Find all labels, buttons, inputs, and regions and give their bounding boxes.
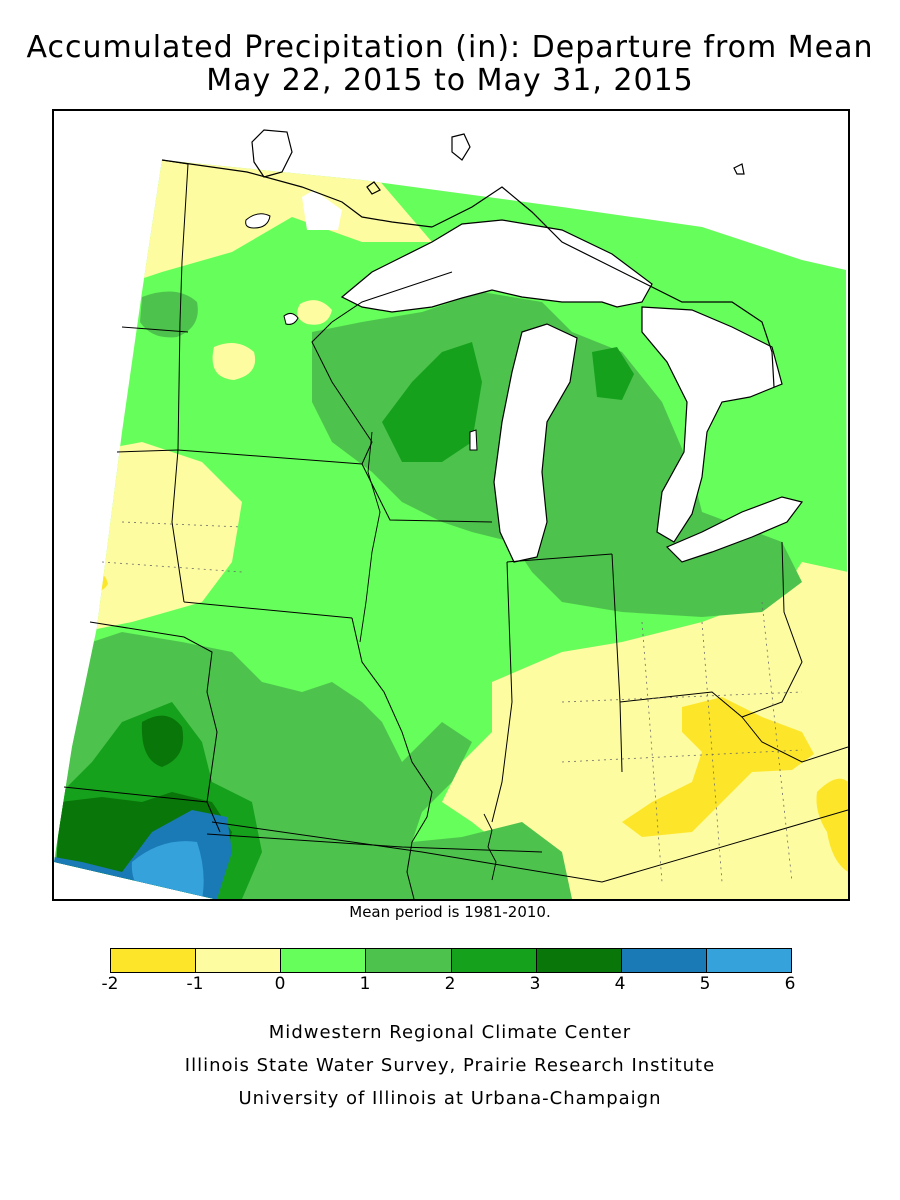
legend-swatch bbox=[621, 949, 707, 972]
legend-tick-label: 5 bbox=[699, 974, 711, 994]
legend-swatch bbox=[706, 949, 791, 972]
canada-shoreline bbox=[161, 129, 775, 388]
north-shore-land-gap bbox=[302, 190, 342, 230]
lake-winnebago bbox=[469, 429, 478, 451]
county-lines bbox=[101, 521, 803, 883]
credit-line: Midwestern Regional Climate Center bbox=[268, 1022, 632, 1043]
band-2-to-3 bbox=[382, 342, 482, 462]
band-neg1-to-0 bbox=[122, 160, 432, 282]
band-neg1-to-0 bbox=[212, 343, 256, 380]
lake-of-the-woods bbox=[245, 213, 271, 229]
precipitation-departure-map bbox=[54, 129, 848, 899]
lake-michigan bbox=[493, 323, 578, 563]
legend-tick-label: 2 bbox=[444, 974, 456, 994]
legend-tick-label: 3 bbox=[529, 974, 541, 994]
legend-tick-label: 1 bbox=[359, 974, 371, 994]
color-legend bbox=[110, 948, 792, 973]
map-date-range: May 22, 2015 to May 31, 2015 bbox=[206, 63, 694, 98]
legend-tick-label: 0 bbox=[274, 974, 286, 994]
small-lake bbox=[283, 312, 299, 325]
band-1-to-2 bbox=[140, 291, 198, 338]
map-frame bbox=[52, 109, 850, 901]
credit-line: University of Illinois at Urbana-Champai… bbox=[238, 1088, 662, 1109]
legend-tick-label: 4 bbox=[614, 974, 626, 994]
legend-tick-label: -1 bbox=[186, 974, 204, 994]
lake-erie bbox=[665, 496, 804, 563]
rivers bbox=[359, 431, 497, 881]
legend-tick-label: -2 bbox=[101, 974, 119, 994]
band-neg1-to-0 bbox=[297, 300, 332, 325]
lake-huron bbox=[641, 306, 783, 543]
credit-line: Illinois State Water Survey, Prairie Res… bbox=[184, 1055, 716, 1076]
legend-swatch bbox=[451, 949, 537, 972]
legend-swatch bbox=[111, 949, 197, 972]
legend-tick-label: 6 bbox=[784, 974, 796, 994]
legend-swatch bbox=[536, 949, 622, 972]
state-borders bbox=[63, 159, 848, 899]
legend-swatch bbox=[196, 949, 282, 972]
precip-fill bbox=[54, 160, 848, 899]
band-neg2-to-neg1 bbox=[622, 697, 814, 837]
legend-swatch bbox=[281, 949, 367, 972]
lake-superior bbox=[340, 219, 653, 313]
band-neg2-to-neg1 bbox=[816, 778, 848, 872]
map-title: Accumulated Precipitation (in): Departur… bbox=[26, 30, 874, 65]
band-2-to-3 bbox=[592, 347, 634, 400]
band-neg1-to-0 bbox=[442, 562, 848, 899]
band-3-to-4 bbox=[141, 715, 184, 767]
mean-period-note: Mean period is 1981-2010. bbox=[349, 903, 551, 921]
legend-swatch bbox=[366, 949, 452, 972]
